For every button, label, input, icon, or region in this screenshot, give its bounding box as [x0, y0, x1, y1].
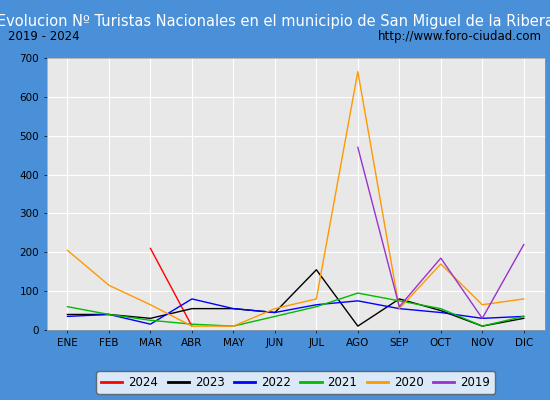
Text: 2019 - 2024: 2019 - 2024: [8, 30, 80, 43]
Legend: 2024, 2023, 2022, 2021, 2020, 2019: 2024, 2023, 2022, 2021, 2020, 2019: [96, 371, 495, 394]
Text: http://www.foro-ciudad.com: http://www.foro-ciudad.com: [378, 30, 542, 43]
Text: Evolucion Nº Turistas Nacionales en el municipio de San Miguel de la Ribera: Evolucion Nº Turistas Nacionales en el m…: [0, 14, 550, 29]
